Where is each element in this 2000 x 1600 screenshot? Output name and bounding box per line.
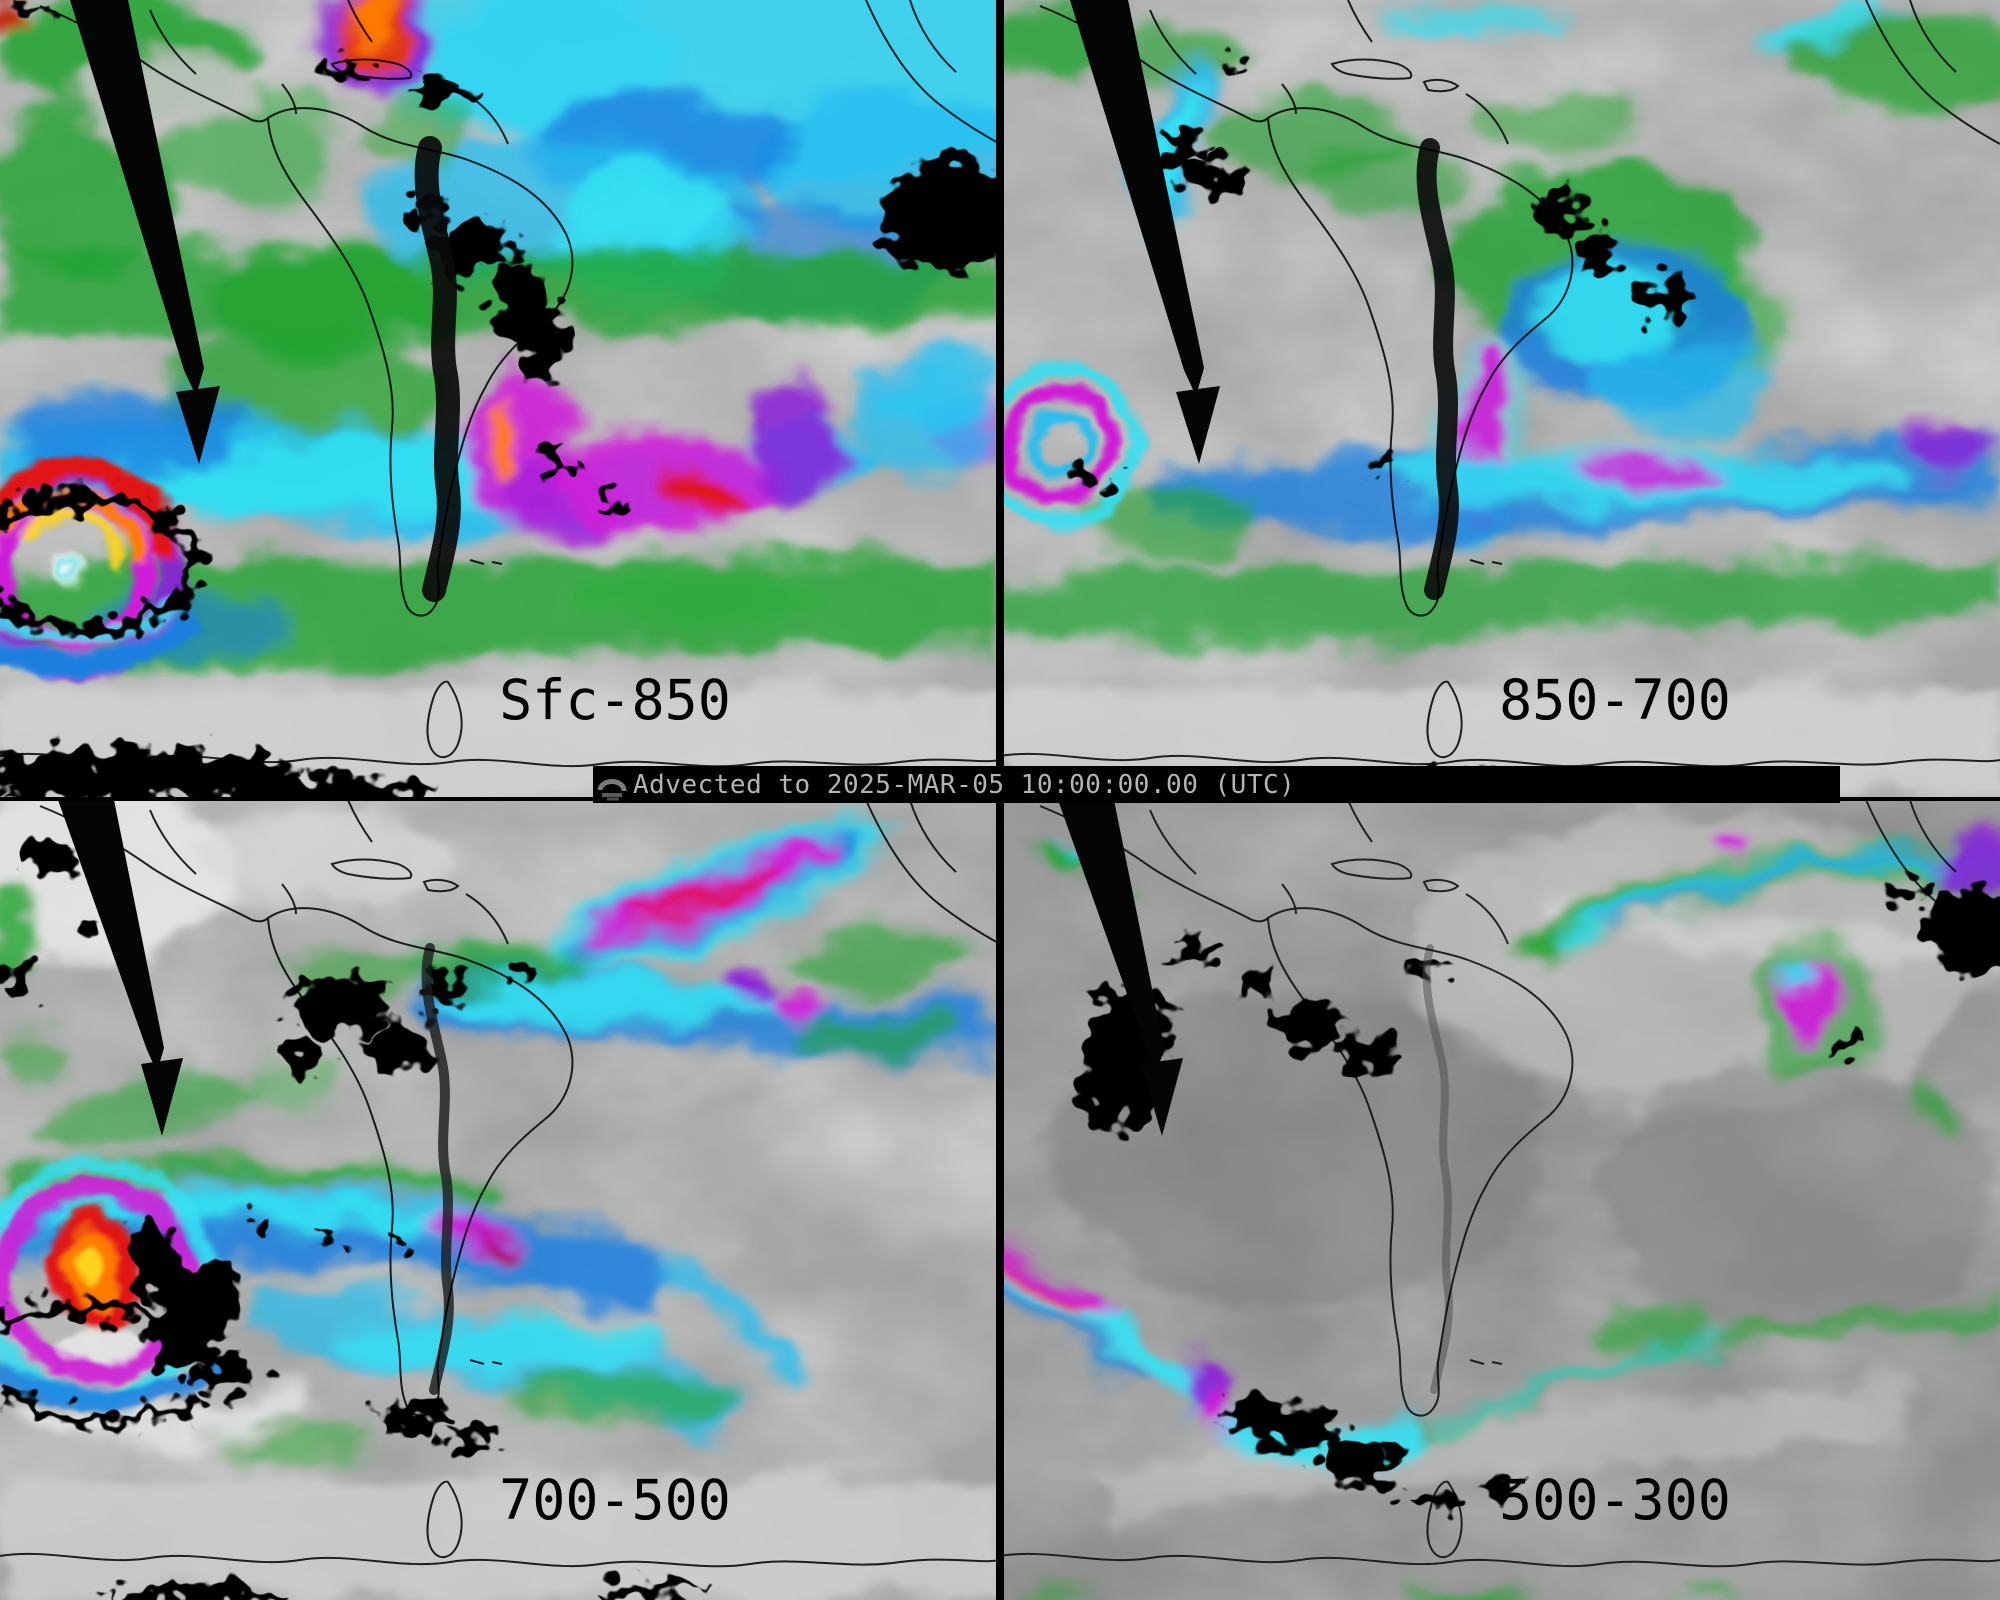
- panel-700-500: 700-500: [0, 800, 1000, 1600]
- panel-500-300: 500-300: [1000, 800, 2000, 1600]
- panel-label-500-300: 500-300: [1499, 1468, 1731, 1532]
- satellite-moisture-image-500-300: [1000, 800, 2000, 1600]
- cyclone-swirl-icon: [597, 778, 627, 800]
- black-cloud-layer: [1078, 878, 2000, 1510]
- black-cloud-layer: [0, 840, 710, 1600]
- satellite-moisture-image-700-500: [0, 800, 1000, 1600]
- panel-label-850-700: 850-700: [1499, 668, 1731, 732]
- cyclone-swirl: [0, 1157, 237, 1410]
- panel-850-700: 850-700: [1000, 0, 2000, 800]
- timestamp-bar: Advected to 2025-MAR-05 10:00:00.00 (UTC…: [593, 766, 1840, 803]
- panel-label-700-500: 700-500: [499, 1468, 731, 1532]
- timestamp-text: Advected to 2025-MAR-05 10:00:00.00 (UTC…: [633, 769, 1296, 800]
- satellite-moisture-image-sfc-850: [0, 0, 1000, 800]
- cyclone-swirl: [1000, 362, 1143, 528]
- panel-sfc-850: Sfc-850: [0, 0, 1000, 800]
- panel-label-sfc-850: Sfc-850: [499, 668, 731, 732]
